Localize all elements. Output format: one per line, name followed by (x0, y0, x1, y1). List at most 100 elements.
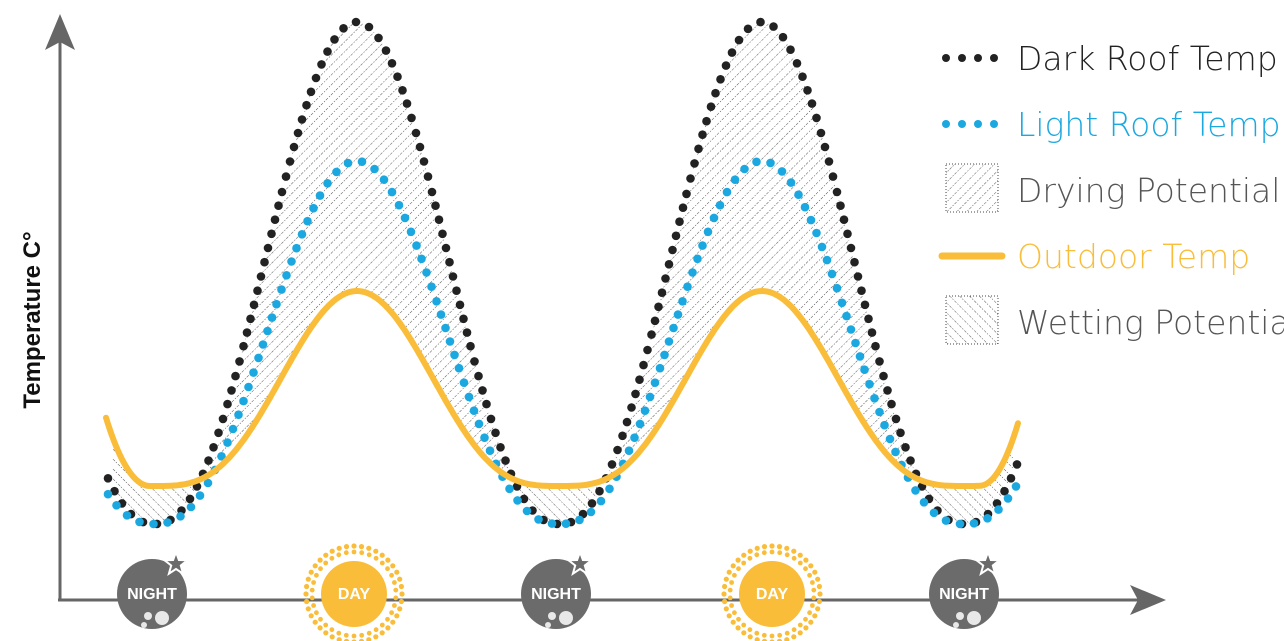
light-roof-curve-dot (969, 519, 979, 528)
dark-roof-curve-dot (218, 414, 228, 424)
night-badge: NIGHT (117, 549, 191, 629)
light-roof-curve-dot (417, 254, 426, 264)
light-roof-curve-dot (703, 227, 713, 237)
dark-roof-curve-dot (727, 48, 737, 57)
light-roof-curve-dot (994, 505, 1003, 514)
dark-roof-curve-dot (496, 443, 505, 452)
light-roof-curve-dot (655, 363, 665, 373)
dark-roof-curve-dot (293, 128, 303, 138)
dark-roof-curve-dot (853, 272, 863, 281)
light-roof-curve-dot (786, 178, 796, 187)
dark-roof-curve-dot (839, 215, 849, 224)
light-roof-curve-dot (297, 230, 307, 239)
light-roof-curve-dot (678, 297, 687, 306)
dark-roof-curve-dot (867, 328, 877, 337)
light-roof-curve-dot (135, 517, 144, 527)
light-roof-curve-dot (394, 200, 404, 210)
legend-marker-light-roof (942, 120, 998, 128)
light-roof-curve-dot (806, 215, 816, 225)
dark-roof-curve-dot (850, 257, 859, 267)
dark-roof-curve-dot (455, 300, 465, 310)
dark-roof-curve-dot (246, 314, 255, 324)
light-roof-curve-dot (715, 200, 725, 210)
night-badge: NIGHT (929, 549, 1003, 629)
dark-roof-curve-dot (875, 357, 884, 366)
light-roof-curve-dot (822, 255, 832, 265)
light-roof-curve-dot (223, 438, 232, 447)
dark-roof-curve-dot (431, 201, 440, 210)
light-roof-curve-dot (605, 484, 614, 494)
dark-roof-curve-dot (743, 24, 753, 34)
dark-roof-curve-dot (317, 60, 326, 69)
dark-roof-curve-dot (647, 330, 656, 339)
dark-roof-curve-dot (1006, 474, 1016, 483)
dark-roof-curve-dot (836, 201, 845, 210)
light-roof-curve-dot (370, 164, 379, 174)
light-roof-curve-dot (669, 323, 678, 333)
dark-roof-curve-dot (846, 243, 856, 253)
dark-roof-curve-dot (607, 460, 617, 469)
dark-roof-curve-dot (798, 72, 807, 81)
dark-roof-curve-dot (716, 75, 725, 84)
night-badge-label: NIGHT (939, 586, 989, 603)
dark-roof-curve-dot (828, 172, 838, 181)
light-roof-curve-dot (650, 378, 660, 388)
light-roof-curve-dot (450, 350, 459, 360)
legend-label-drying: Drying Potential (1017, 171, 1280, 210)
dark-roof-curve-dot (682, 189, 691, 199)
moon-star-icon (953, 549, 1003, 628)
dark-roof-curve-dot (263, 243, 273, 253)
dark-roof-curve-dot (1012, 460, 1022, 469)
dark-roof-curve-dot (769, 22, 778, 31)
legend-marker-drying-hatch (945, 163, 999, 213)
light-roof-curve-dot (272, 299, 281, 309)
temperature-curves (103, 17, 1022, 529)
dark-roof-curve-dot (423, 172, 433, 181)
dark-roof-curve-dot (613, 445, 622, 455)
dark-roof-curve-dot (239, 341, 248, 351)
night-badge-label: NIGHT (127, 586, 177, 603)
legend-item-light-roof: Light Roof Temp (942, 105, 1281, 144)
light-roof-curve-dot (842, 311, 851, 321)
dark-roof-curve-dot (274, 201, 283, 210)
dark-roof-curve-dot (256, 272, 266, 281)
dark-roof-curve-dot (654, 302, 663, 312)
dark-roof-curve-dot (270, 215, 280, 224)
light-roof-curve-dot (575, 515, 584, 525)
light-roof-curve-dot (645, 392, 655, 402)
light-roof-curve-dot (203, 478, 213, 488)
light-roof-curve-dot (832, 283, 842, 293)
dark-roof-curve-dot (694, 144, 703, 154)
light-roof-curve-dot (422, 268, 431, 277)
light-roof-curve-dot (561, 519, 571, 528)
light-roof-curve-dot (485, 446, 495, 456)
dark-roof-curve-dot (415, 142, 425, 152)
light-roof-curve-dot (469, 406, 479, 416)
light-roof-curve-dot (740, 164, 749, 174)
light-roof-curve-dot (534, 515, 543, 524)
light-roof-curve-dot (513, 496, 522, 505)
light-roof-curve-dot (891, 447, 900, 457)
night-badge-circle (117, 559, 187, 629)
dark-roof-curve-dot (339, 24, 348, 33)
light-roof-curve-dot (865, 379, 874, 389)
light-roof-curve-dot (464, 392, 474, 402)
dark-roof-curve-dot (478, 386, 487, 395)
dark-roof-curve-dot (306, 87, 316, 97)
light-roof-curve-dot (427, 282, 436, 292)
light-roof-curve-dot (635, 419, 645, 429)
light-roof-curve-dot (522, 506, 532, 516)
light-roof-curve-dot (683, 282, 692, 292)
dark-roof-curve-dot (445, 257, 454, 267)
light-roof-curve-dot (436, 310, 446, 319)
light-roof-curve-dot (303, 216, 312, 226)
dark-roof-curve-dot (434, 215, 444, 224)
light-roof-curve-dot (249, 368, 258, 377)
light-roof-curve-dot (1003, 494, 1013, 503)
light-roof-curve-dot (412, 241, 421, 250)
dark-roof-curve-dot (249, 300, 259, 310)
dark-roof-curve-dot (643, 345, 652, 355)
wetting-potential-region (112, 435, 214, 524)
moon-star-icon (545, 549, 595, 628)
dark-roof-curve-dot (110, 486, 119, 496)
